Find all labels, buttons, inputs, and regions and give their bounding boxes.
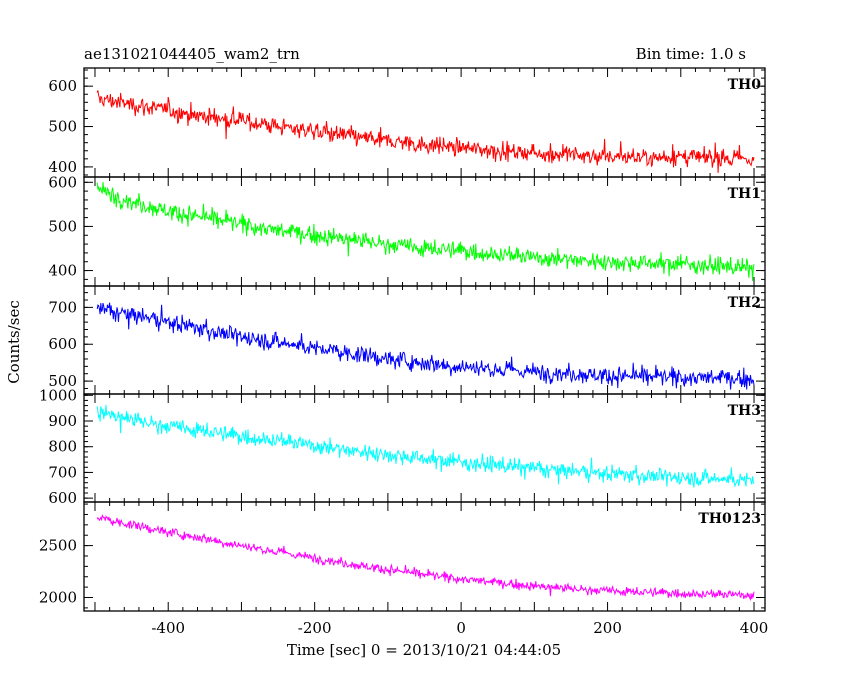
y-tick-label: 500: [48, 217, 77, 235]
x-tick-label: -200: [298, 619, 332, 637]
panel-frame-th0123: [83, 501, 766, 612]
panel-label-th2: TH2: [728, 295, 761, 311]
y-tick-label: 600: [48, 173, 77, 191]
y-tick-label: 500: [48, 372, 77, 390]
series-th2-line: [96, 302, 755, 390]
bin-time-label: Bin time: 1.0 s: [636, 45, 746, 63]
panel-label-th0: TH0: [728, 77, 762, 93]
panel-label-th1: TH1: [728, 186, 761, 202]
y-tick-label: 2000: [39, 589, 77, 607]
y-axis-title: Counts/sec: [5, 300, 23, 384]
y-tick-label: 600: [48, 489, 77, 507]
y-tick-label: 700: [48, 463, 77, 481]
panel-frame-th3: [83, 393, 766, 503]
x-tick-label: 400: [740, 619, 769, 637]
series-th0-line: [96, 90, 755, 173]
series-th3-line: [96, 404, 755, 488]
y-tick-label: 500: [48, 118, 77, 136]
chart-title: ae131021044405_wam2_trn: [84, 45, 300, 63]
x-axis-title: Time [sec] 0 = 2013/10/21 04:44:05: [287, 641, 561, 659]
y-tick-label: 2500: [39, 537, 77, 555]
x-tick-label: 200: [593, 619, 622, 637]
y-tick-label: 600: [48, 77, 77, 95]
panel-frame-th0: [83, 67, 766, 178]
y-tick-label: 400: [48, 158, 77, 176]
y-tick-label: 700: [48, 298, 77, 316]
y-tick-label: 800: [48, 438, 77, 456]
x-tick-label: -400: [151, 619, 185, 637]
y-tick-label: 900: [48, 412, 77, 430]
y-tick-label: 400: [48, 262, 77, 280]
series-th1-line: [96, 182, 755, 282]
panel-label-th0123: TH0123: [698, 511, 761, 527]
y-tick-label: 1000: [39, 386, 77, 404]
series-th0123-line: [96, 514, 755, 602]
x-tick-label: 0: [456, 619, 466, 637]
panel-label-th3: TH3: [728, 403, 761, 419]
y-tick-label: 600: [48, 335, 77, 353]
panel-frame-th1: [83, 176, 766, 287]
